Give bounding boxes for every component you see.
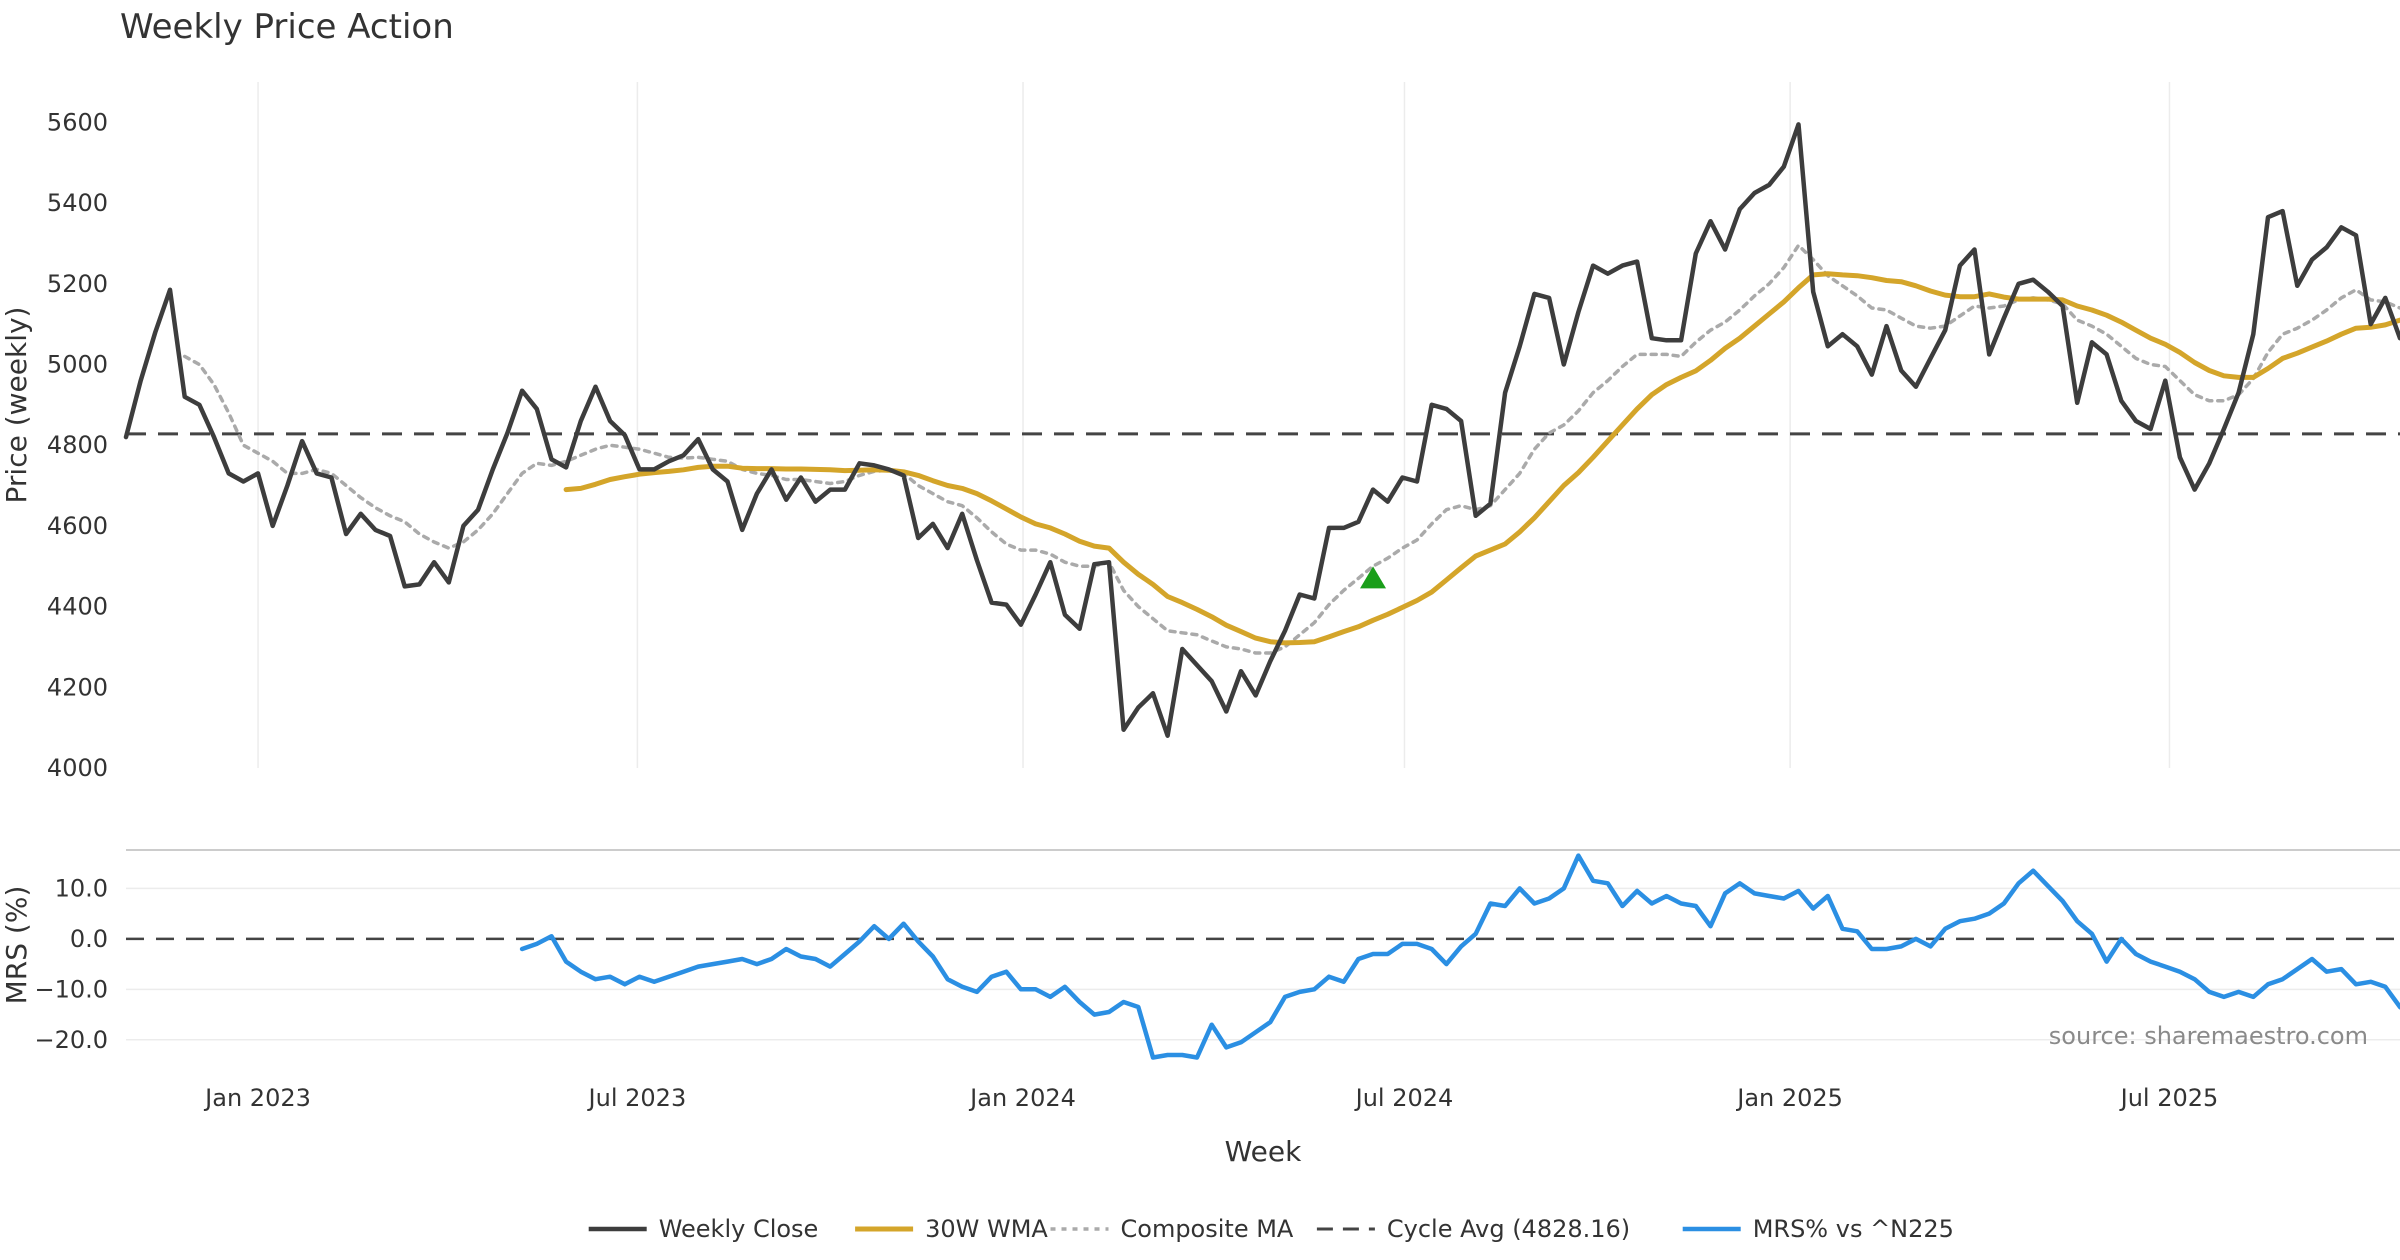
price-y-tick-label: 5200 [47,270,108,298]
x-tick-label: Jul 2025 [2119,1084,2219,1112]
legend: Weekly Close 30W WMA Composite MA Cycle Avg… [588,1215,1954,1243]
legend-label: 30W WMA [925,1215,1048,1243]
legend-label: Composite MA [1121,1215,1294,1243]
price-y-tick-label: 4400 [47,593,108,621]
price-y-tick-label: 5600 [47,108,108,136]
x-tick-label: Jan 2023 [203,1084,311,1112]
series-line-weekly-close [123,122,2400,738]
price-y-tick-label: 5400 [47,189,108,217]
price-y-tick-label: 4800 [47,431,108,459]
mrs-y-axis-label: MRS (%) [0,886,33,1005]
legend-label: MRS% vs ^N225 [1753,1215,1954,1243]
series-line-composite-ma [182,243,2400,655]
mrs-y-tick-label: 0.0 [70,925,108,953]
legend-label: Weekly Close [659,1215,819,1243]
x-tick-label: Jul 2023 [587,1084,687,1112]
series-line-30w-wma [563,271,2400,646]
price-y-axis-label: Price (weekly) [0,307,33,504]
mrs-y-tick-label: −20.0 [34,1026,108,1054]
chart-title: Weekly Price Action [120,7,454,47]
x-tick-label: Jul 2024 [1354,1084,1454,1112]
axes-layer: Jan 2023 Jul 2023 Jan 2024 Jul 2024 Jan 2025… [34,108,2218,1112]
mrs-y-tick-label: 10.0 [55,874,108,902]
x-tick-label: Jan 2024 [968,1084,1076,1112]
price-y-tick-label: 4000 [47,754,108,782]
x-tick-label: Jan 2025 [1735,1084,1843,1112]
signal-marker [1360,566,1387,589]
series-line-mrs-vs-n225 [519,853,2400,1060]
mrs-y-tick-label: −10.0 [34,975,108,1003]
x-axis-label: Week [1225,1135,1302,1168]
price-y-tick-label: 4600 [47,512,108,540]
grid-layer [126,82,2400,1041]
price-y-tick-label: 5000 [47,350,108,378]
price-y-tick-label: 4200 [47,673,108,701]
source-annotation: source: sharemaestro.com [2049,1022,2368,1050]
series-layer [123,122,2400,1060]
legend-label: Cycle Avg (4828.16) [1387,1215,1630,1243]
